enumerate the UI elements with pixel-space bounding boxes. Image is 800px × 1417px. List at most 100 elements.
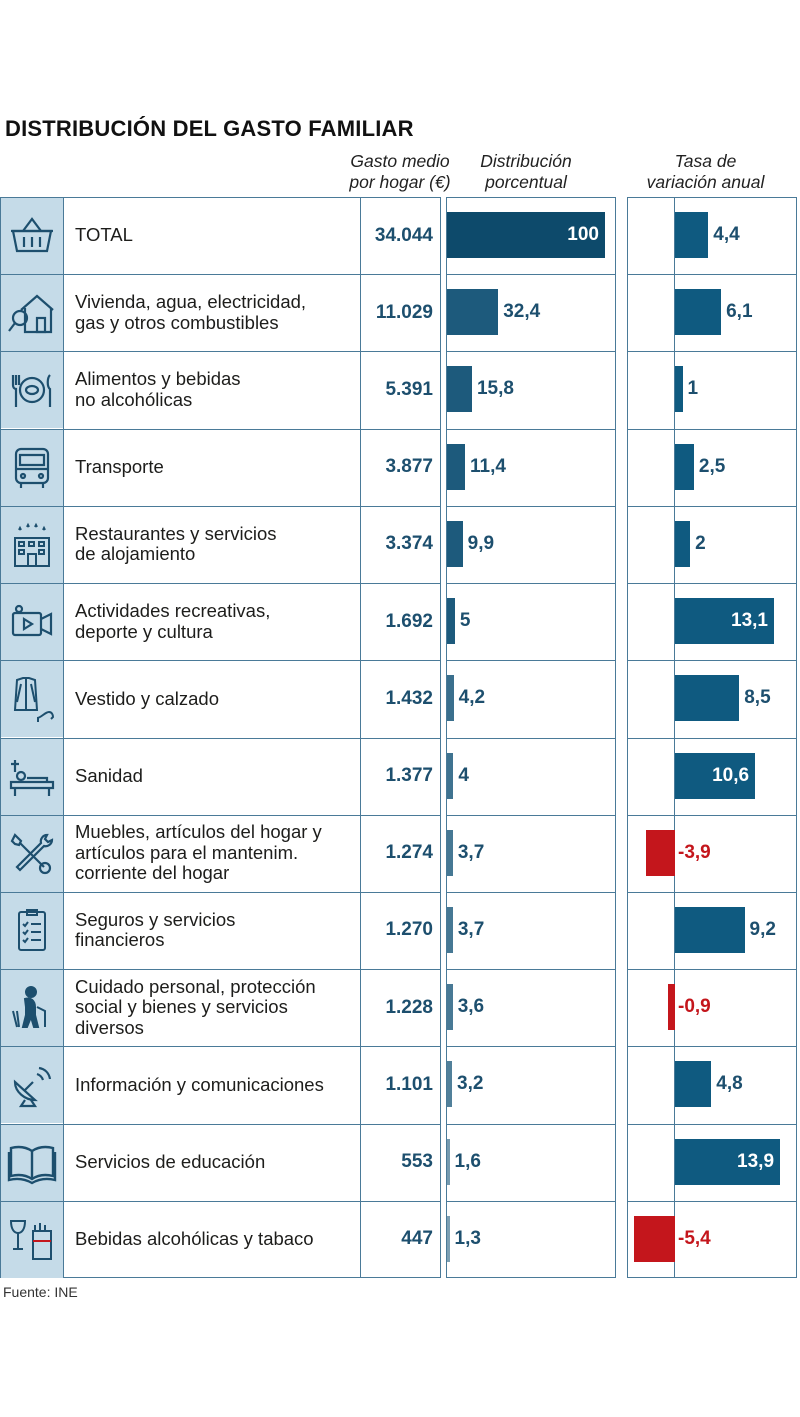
row-separator <box>0 1123 441 1125</box>
tasa-bar <box>675 675 740 722</box>
checklist-icon <box>18 908 46 951</box>
gasto-value: 447 <box>401 1228 433 1250</box>
tasa-label: 9,2 <box>749 918 776 940</box>
row-separator <box>446 1123 616 1125</box>
distribucion-label: 3,6 <box>457 996 485 1018</box>
row-separator <box>0 660 441 662</box>
row-separator <box>627 505 797 507</box>
row-label: Información y comunicaciones <box>75 1046 360 1123</box>
row-label: Alimentos y bebidas no alcohólicas <box>75 351 360 428</box>
distribucion-label: 3,7 <box>457 841 485 863</box>
wine-tobacco-icon <box>9 1219 52 1260</box>
row-separator <box>627 274 797 276</box>
table-row: Cuidado personal, protección social y bie… <box>0 969 800 1047</box>
tasa-label: 8,5 <box>744 687 771 709</box>
tasa-bar <box>675 289 722 336</box>
row-label-line: Seguros y servicios <box>75 908 236 930</box>
tasa-bar <box>675 1061 712 1108</box>
row-label-line: gas y otros combustibles <box>75 311 279 333</box>
row-label-line: corriente del hogar <box>75 862 230 884</box>
distribucion-bar <box>447 1138 450 1185</box>
tasa-bar <box>645 829 675 876</box>
tasa-bar <box>668 984 675 1031</box>
row-separator <box>446 1046 616 1048</box>
row-label: Servicios de educación <box>75 1124 360 1201</box>
header-tasa: Tasa de variación anual <box>628 151 783 193</box>
tools-icon <box>10 832 54 874</box>
row-label-line: financieros <box>75 929 165 951</box>
gasto-value: 1.101 <box>385 1073 433 1095</box>
tasa-bar <box>675 1138 781 1185</box>
distribucion-bar <box>447 984 453 1031</box>
row-separator <box>627 583 797 585</box>
table-row: Bebidas alcohólicas y tabaco 447 1,3 -5,4 <box>0 1200 800 1278</box>
table-row: Vivienda, agua, electricidad, gas y otros… <box>0 274 800 352</box>
distribucion-bar <box>447 829 453 876</box>
tasa-label: 13,9 <box>737 1150 775 1172</box>
gasto-value: 553 <box>401 1151 433 1173</box>
icon-cell <box>1 738 63 815</box>
row-separator <box>446 969 616 971</box>
icon-cell <box>1 1201 63 1278</box>
tasa-label: 13,1 <box>731 610 768 632</box>
distribucion-bar <box>447 212 605 258</box>
row-label-line: Servicios de educación <box>75 1150 266 1172</box>
gasto-value: 1.274 <box>385 842 433 864</box>
distribucion-bar <box>447 443 465 490</box>
row-separator <box>446 274 616 276</box>
distribucion-label: 1,3 <box>454 1227 481 1249</box>
row-separator <box>446 351 616 353</box>
row-label-line: Restaurantes y servicios <box>75 522 277 544</box>
row-separator <box>446 814 616 816</box>
clothing-icon <box>13 677 55 723</box>
row-separator <box>446 583 616 585</box>
basket-icon <box>11 217 53 253</box>
header-gasto: Gasto medio por hogar (€) <box>340 151 460 193</box>
gasto-value: 3.374 <box>385 533 433 555</box>
distribucion-label: 100 <box>567 224 599 245</box>
tasa-bar <box>634 1215 675 1262</box>
icon-cell <box>1 661 63 738</box>
hotel-icon <box>14 522 50 567</box>
row-label: TOTAL <box>75 197 360 274</box>
distribucion-label: 3,2 <box>457 1073 484 1095</box>
gasto-value: 1.228 <box>385 996 433 1018</box>
row-label-line: Transporte <box>75 455 164 477</box>
tasa-label: -3,9 <box>678 841 711 863</box>
table-row: Sanidad 1.377 4 10,6 <box>0 737 800 815</box>
video-camera-icon <box>11 604 53 637</box>
row-separator <box>627 814 797 816</box>
row-label-line: Alimentos y bebidas <box>75 368 241 390</box>
row-separator <box>0 891 441 893</box>
row-label-line: Actividades recreativas, <box>75 600 271 622</box>
row-label-line: Muebles, artículos del hogar y <box>75 821 322 843</box>
header-distribucion: Distribución porcentual <box>446 151 606 193</box>
gasto-value: 1.377 <box>385 765 433 786</box>
table-row-total: TOTAL 34.044 100 4,4 <box>0 197 800 274</box>
gasto-value: 1.692 <box>385 610 433 632</box>
distribucion-label: 5 <box>459 610 471 632</box>
gasto-value: 34.044 <box>374 224 433 246</box>
icon-cell <box>1 352 63 429</box>
row-label-line: no alcohólicas <box>75 388 193 410</box>
icon-cell <box>1 506 63 583</box>
row-separator <box>0 274 441 276</box>
row-label-line: Cuidado personal, protección <box>75 975 316 997</box>
row-label-line: Bebidas alcohólicas y tabaco <box>75 1228 314 1250</box>
tasa-bar <box>675 752 756 799</box>
header-tasa-line2: variación anual <box>646 172 765 192</box>
plate-cutlery-icon <box>11 374 52 408</box>
tasa-label: 2 <box>695 532 706 554</box>
table-row: Transporte 3.877 11,4 2,5 <box>0 428 800 506</box>
header-tasa-line1: Tasa de <box>674 151 737 171</box>
gasto-value: 3.877 <box>385 456 433 478</box>
row-separator <box>0 969 441 971</box>
table-row: Alimentos y bebidas no alcohólicas 5.391 15… <box>0 351 800 429</box>
row-separator <box>0 1200 441 1202</box>
table-row: Muebles, artículos del hogar y artículos … <box>0 814 800 892</box>
row-label: Muebles, artículos del hogar y artículos … <box>75 815 360 892</box>
row-separator <box>446 1200 616 1202</box>
book-icon <box>7 1145 57 1184</box>
row-label-line: deporte y cultura <box>75 620 213 642</box>
row-label: Restaurantes y servicios de alojamiento <box>75 506 360 583</box>
